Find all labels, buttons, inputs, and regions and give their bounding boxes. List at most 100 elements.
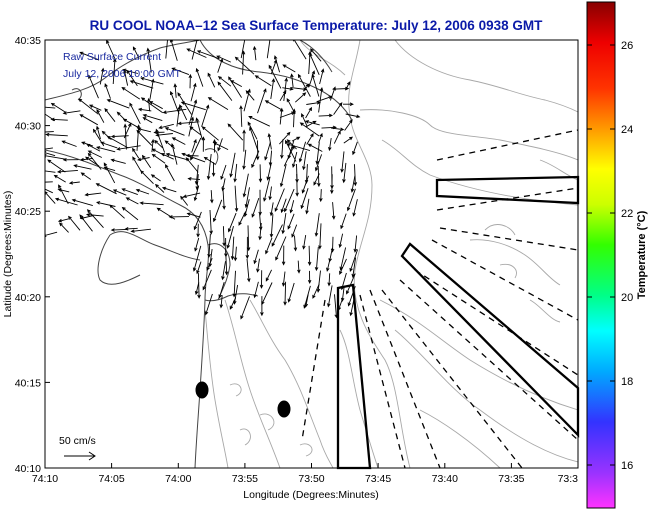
current-vector-arrow bbox=[73, 164, 92, 170]
current-vector-arrow bbox=[79, 51, 100, 61]
current-vector-arrow bbox=[186, 212, 201, 218]
current-vector-arrow bbox=[61, 140, 77, 147]
current-vector-arrow bbox=[260, 296, 264, 317]
current-vector-arrow bbox=[256, 258, 260, 273]
current-vector-arrow bbox=[191, 138, 197, 153]
current-vector-arrow bbox=[314, 246, 319, 272]
current-vector-arrow bbox=[218, 281, 225, 299]
current-vector-arrow bbox=[291, 224, 298, 238]
scale-vector-arrowhead bbox=[88, 451, 96, 461]
current-vector-arrow bbox=[307, 245, 312, 266]
current-vector-arrow bbox=[229, 152, 236, 178]
x-tick-label: 73:55 bbox=[232, 473, 258, 485]
current-vector-arrow bbox=[121, 188, 138, 196]
current-vector-arrow bbox=[86, 143, 101, 152]
current-vector-arrow bbox=[264, 100, 284, 111]
current-vector-arrow bbox=[121, 206, 139, 221]
current-vector-arrow bbox=[196, 50, 220, 60]
buoy-marker-east bbox=[277, 400, 291, 418]
current-vector-arrow bbox=[246, 258, 251, 283]
current-vector-arrow bbox=[45, 106, 56, 109]
current-vector-arrow bbox=[45, 181, 53, 183]
current-vector-arrow bbox=[45, 131, 54, 133]
current-vector-arrow bbox=[268, 186, 272, 201]
current-vector-arrow bbox=[234, 56, 255, 75]
current-vector-arrow bbox=[304, 294, 309, 308]
colorbar-tick-label: 26 bbox=[621, 40, 633, 52]
current-vector-arrow bbox=[301, 113, 308, 127]
colorbar-gradient bbox=[586, 1, 616, 509]
current-vector-arrow bbox=[219, 295, 224, 309]
current-vector-arrow bbox=[221, 261, 226, 281]
current-vector-arrow bbox=[281, 271, 286, 287]
current-vector-arrow bbox=[181, 152, 206, 163]
current-vector-arrow bbox=[259, 270, 264, 289]
current-vector-arrow bbox=[190, 82, 197, 102]
current-vector-arrow bbox=[109, 204, 125, 219]
current-vector-arrow bbox=[78, 98, 99, 115]
y-tick-label: 40:35 bbox=[15, 35, 41, 47]
current-vector-arrow bbox=[158, 123, 174, 130]
current-vector-arrow bbox=[306, 133, 314, 145]
current-vector-arrow bbox=[233, 163, 238, 183]
current-vector-arrow bbox=[226, 225, 234, 249]
current-vector-arrow bbox=[217, 58, 224, 73]
current-vector-arrow bbox=[204, 293, 213, 316]
current-vector-arrow bbox=[279, 107, 284, 125]
current-vector-arrow bbox=[87, 152, 102, 170]
colorbar-tick-label: 18 bbox=[621, 376, 633, 388]
current-vector-arrow bbox=[309, 52, 320, 75]
current-vector-arrow bbox=[222, 185, 226, 210]
current-vector-arrow bbox=[273, 55, 281, 73]
current-vector-arrow bbox=[146, 47, 152, 73]
current-vector-arrow bbox=[202, 269, 212, 291]
current-vector-arrow bbox=[132, 46, 140, 59]
current-vector-arrow bbox=[194, 237, 200, 252]
current-vector-arrow bbox=[186, 48, 207, 58]
current-vector-arrow bbox=[228, 76, 242, 98]
current-vector-arrow bbox=[195, 67, 204, 87]
current-vector-arrow bbox=[53, 174, 66, 183]
current-vector-arrow bbox=[155, 128, 166, 153]
x-tick-label: 73:50 bbox=[298, 473, 324, 485]
current-vector-arrow bbox=[328, 138, 332, 152]
current-vector-arrow bbox=[192, 245, 202, 272]
current-vector-arrow bbox=[270, 78, 276, 99]
current-vector-arrow bbox=[161, 186, 177, 193]
current-vector-arrow bbox=[104, 83, 111, 99]
current-vector-arrow bbox=[281, 213, 287, 235]
current-vector-arrow bbox=[242, 129, 246, 152]
current-vector-arrow bbox=[129, 80, 154, 89]
current-vector-arrow bbox=[242, 149, 247, 170]
current-vector-arrow bbox=[253, 281, 259, 299]
x-tick-label: 73:35 bbox=[498, 473, 524, 485]
current-vector-arrow bbox=[227, 123, 244, 141]
current-vector-arrow bbox=[139, 201, 164, 206]
current-vector-arrow bbox=[180, 195, 189, 206]
current-vector-arrow bbox=[274, 188, 285, 212]
current-vector-arrow bbox=[307, 143, 323, 152]
current-vector-arrow bbox=[269, 214, 274, 238]
current-vector-arrow bbox=[80, 172, 92, 180]
scale-vector-label: 50 cm/s bbox=[59, 435, 96, 447]
current-vector-arrow bbox=[279, 163, 287, 188]
current-vector-arrow bbox=[327, 273, 331, 287]
current-vector-arrow bbox=[350, 175, 356, 193]
current-vector-arrow bbox=[267, 132, 272, 150]
current-vector-arrow bbox=[176, 105, 181, 127]
current-vector-arrow bbox=[68, 215, 81, 231]
current-vector-arrow bbox=[345, 273, 356, 295]
map-plot-area: Raw Surface Current July 12, 2006 10:00 … bbox=[44, 39, 580, 470]
current-vector-arrow bbox=[45, 147, 53, 151]
current-vector-arrow bbox=[121, 87, 141, 100]
legend-line-2: July 12, 2006 10:00 GMT bbox=[63, 68, 181, 80]
current-vector-arrow bbox=[112, 58, 117, 85]
current-vector-arrow bbox=[251, 150, 260, 169]
current-vector-arrow bbox=[201, 104, 210, 127]
current-vector-arrow bbox=[295, 173, 299, 197]
current-vector-arrow bbox=[190, 137, 202, 161]
current-vector-arrow bbox=[132, 156, 142, 172]
current-vector-arrow bbox=[255, 140, 260, 161]
current-vector-arrow bbox=[207, 233, 211, 259]
current-vector-arrow bbox=[308, 70, 316, 88]
